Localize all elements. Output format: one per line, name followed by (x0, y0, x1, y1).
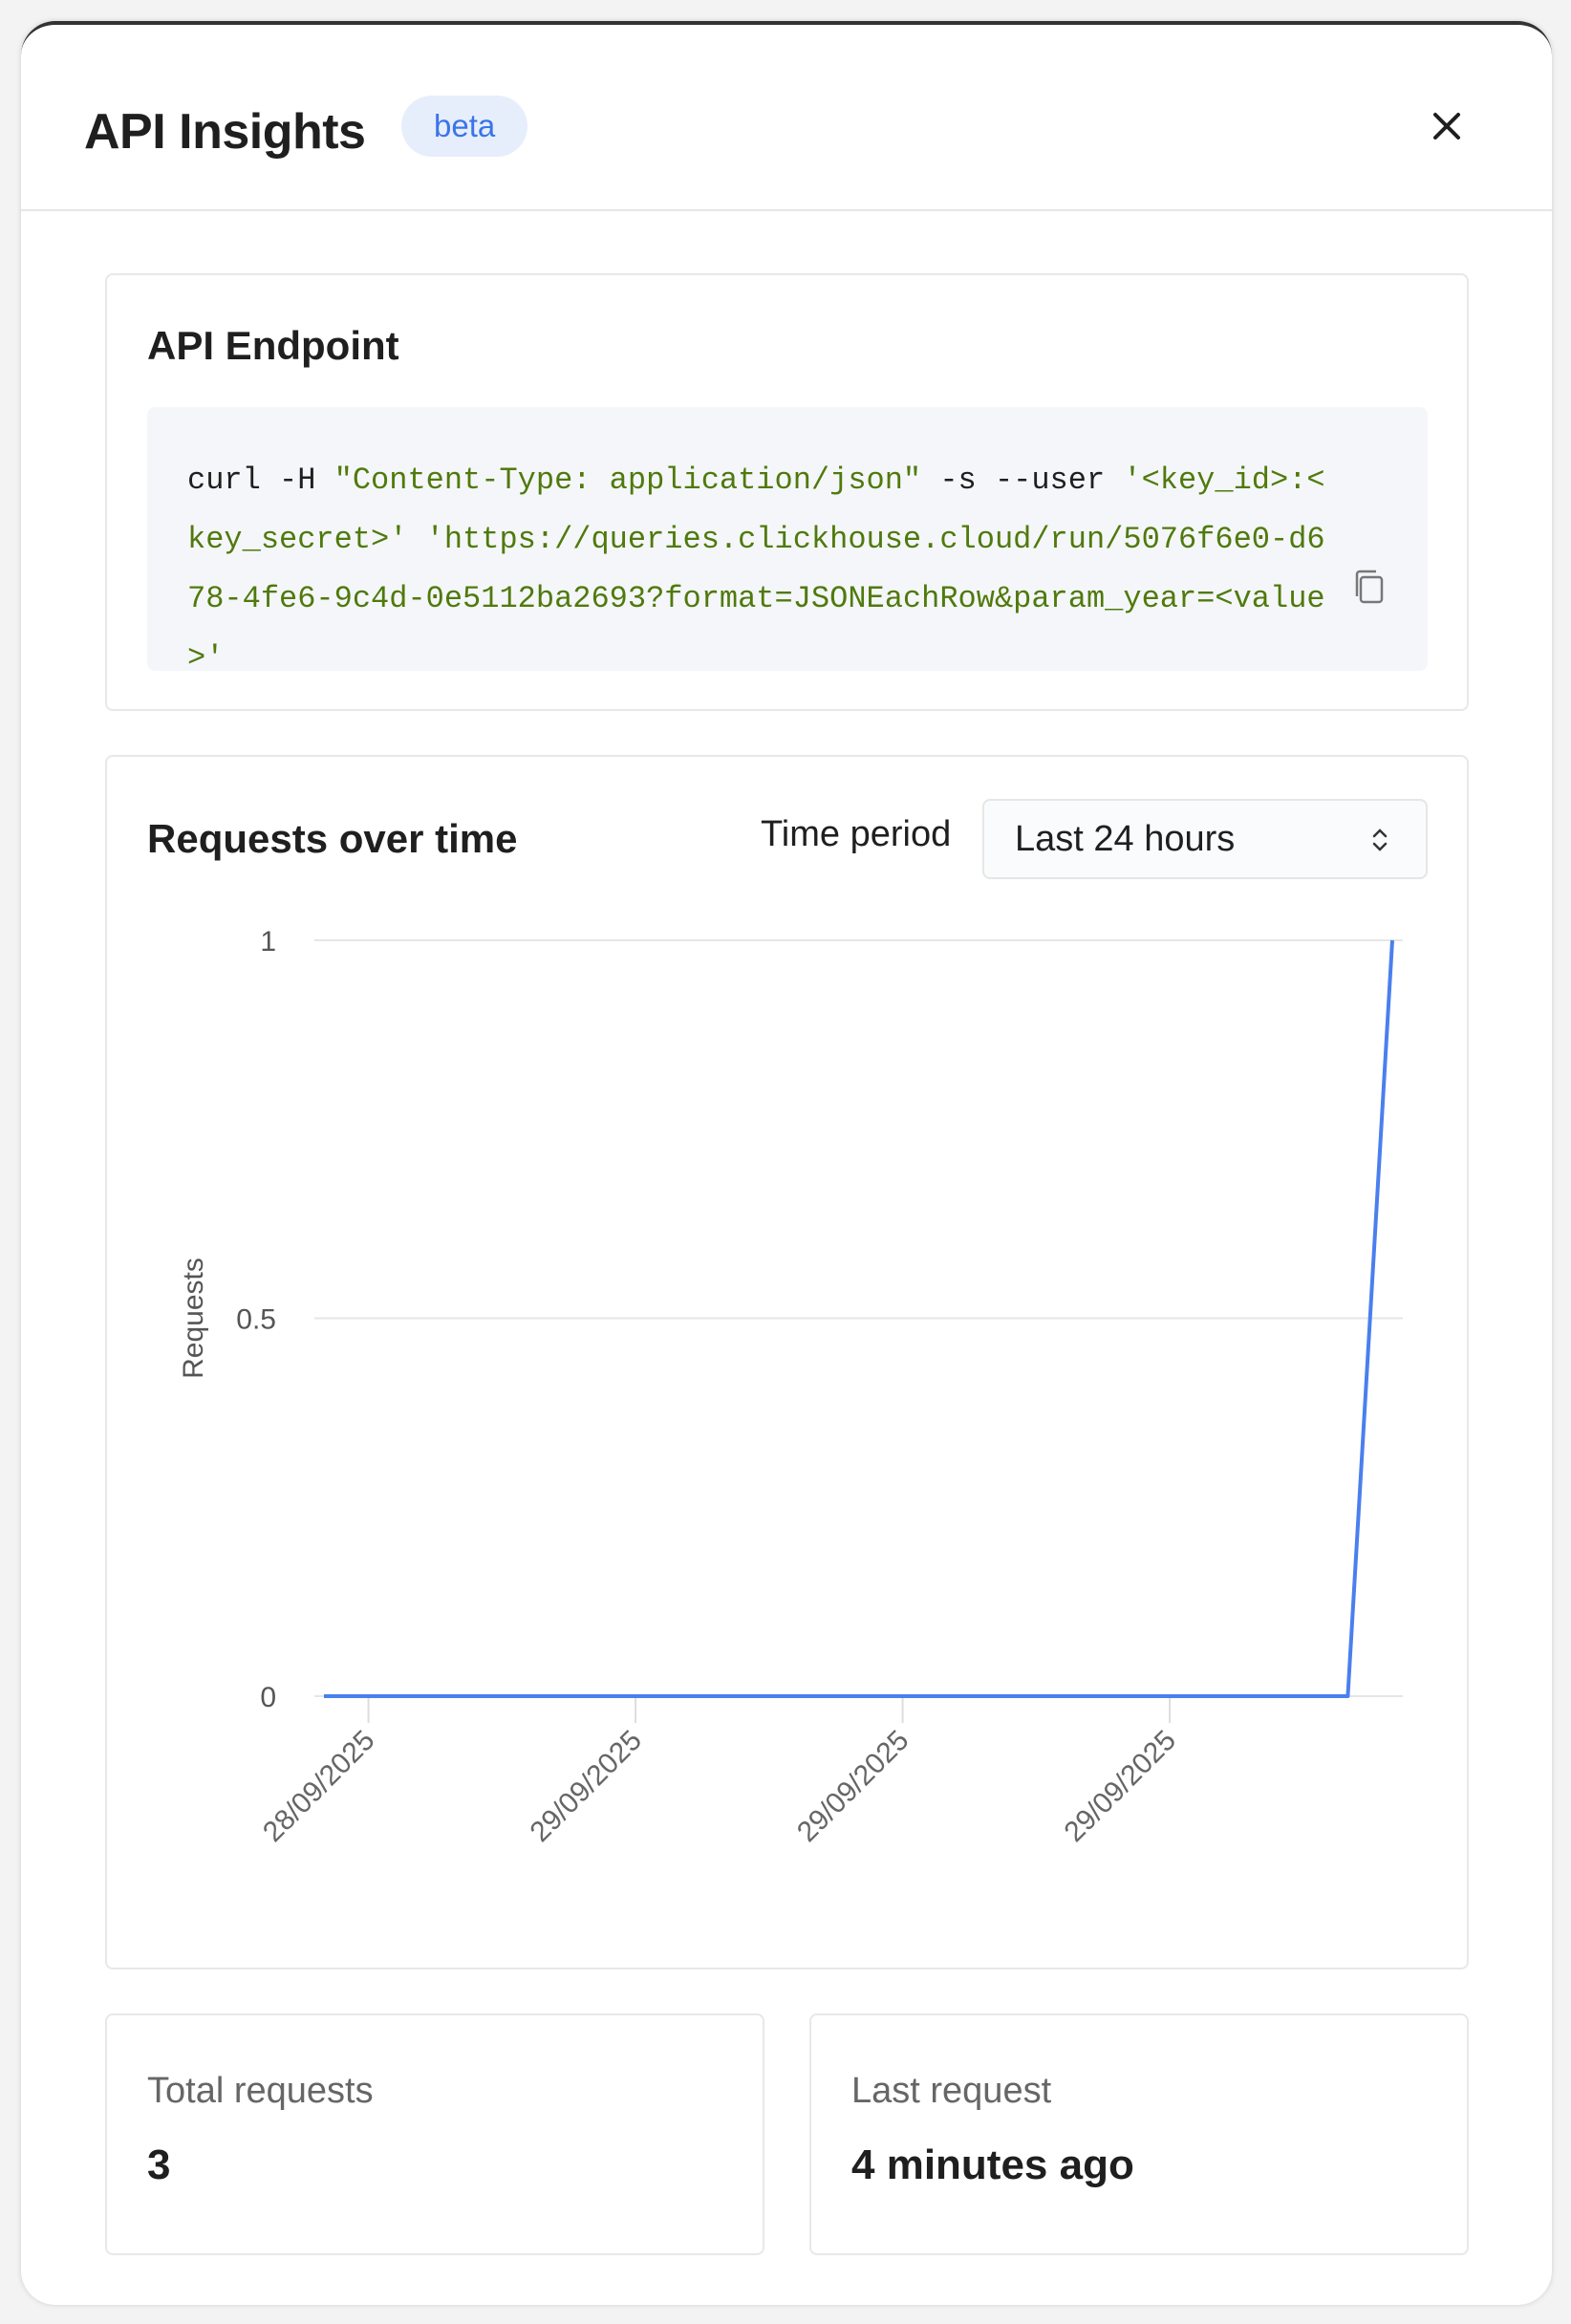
beta-badge: beta (401, 96, 528, 157)
curl-command[interactable]: curl -H "Content-Type: application/json"… (147, 407, 1428, 676)
last-request-label: Last request (851, 2071, 1052, 2111)
time-period-select[interactable]: Last 24 hours (982, 799, 1428, 879)
y-tick-label: 0.5 (236, 1304, 276, 1336)
x-tick-label: 29/09/2025 (1059, 1725, 1183, 1849)
close-button[interactable] (1426, 105, 1468, 147)
close-icon (1433, 113, 1460, 140)
code-string: '<key_id>:<key_secret>' 'https://queries… (187, 463, 1325, 676)
x-tick-label: 29/09/2025 (791, 1725, 915, 1849)
x-tick-label: 29/09/2025 (525, 1725, 649, 1849)
y-tick-label: 0 (260, 1682, 276, 1713)
total-requests-label: Total requests (147, 2071, 374, 2111)
code-plain: -s --user (921, 463, 1124, 498)
api-insights-panel: API Insights beta API Endpoint curl -H "… (21, 21, 1552, 2305)
total-requests-value: 3 (147, 2141, 171, 2188)
y-axis-label: Requests (178, 1258, 209, 1379)
y-tick-label: 1 (260, 926, 276, 958)
api-endpoint-card: API Endpoint curl -H "Content-Type: appl… (105, 273, 1469, 711)
last-request-value: 4 minutes ago (851, 2141, 1134, 2188)
series-line (324, 939, 1394, 1698)
code-plain: curl -H (187, 463, 334, 498)
chart-title: Requests over time (147, 816, 518, 861)
page-title: API Insights (84, 104, 366, 160)
time-period-label: Time period (761, 814, 952, 854)
total-requests-card: Total requests 3 (105, 2013, 764, 2255)
requests-line-chart: 0 0.5 1 Requests 28/09/2025 29/09/2025 29/09/2… (178, 926, 1403, 1849)
chevron-up-down-icon (1372, 828, 1388, 851)
copy-icon (1355, 570, 1384, 604)
time-period-value: Last 24 hours (1015, 819, 1236, 859)
code-string: "Content-Type: application/json" (334, 463, 922, 498)
x-tick-label: 28/09/2025 (257, 1725, 381, 1849)
requests-chart-card: Requests over time Time period Last 24 h… (105, 755, 1469, 1969)
panel-header: API Insights beta (21, 25, 1552, 211)
api-endpoint-title: API Endpoint (147, 323, 399, 368)
last-request-card: Last request 4 minutes ago (809, 2013, 1469, 2255)
copy-button[interactable] (1351, 449, 1386, 604)
